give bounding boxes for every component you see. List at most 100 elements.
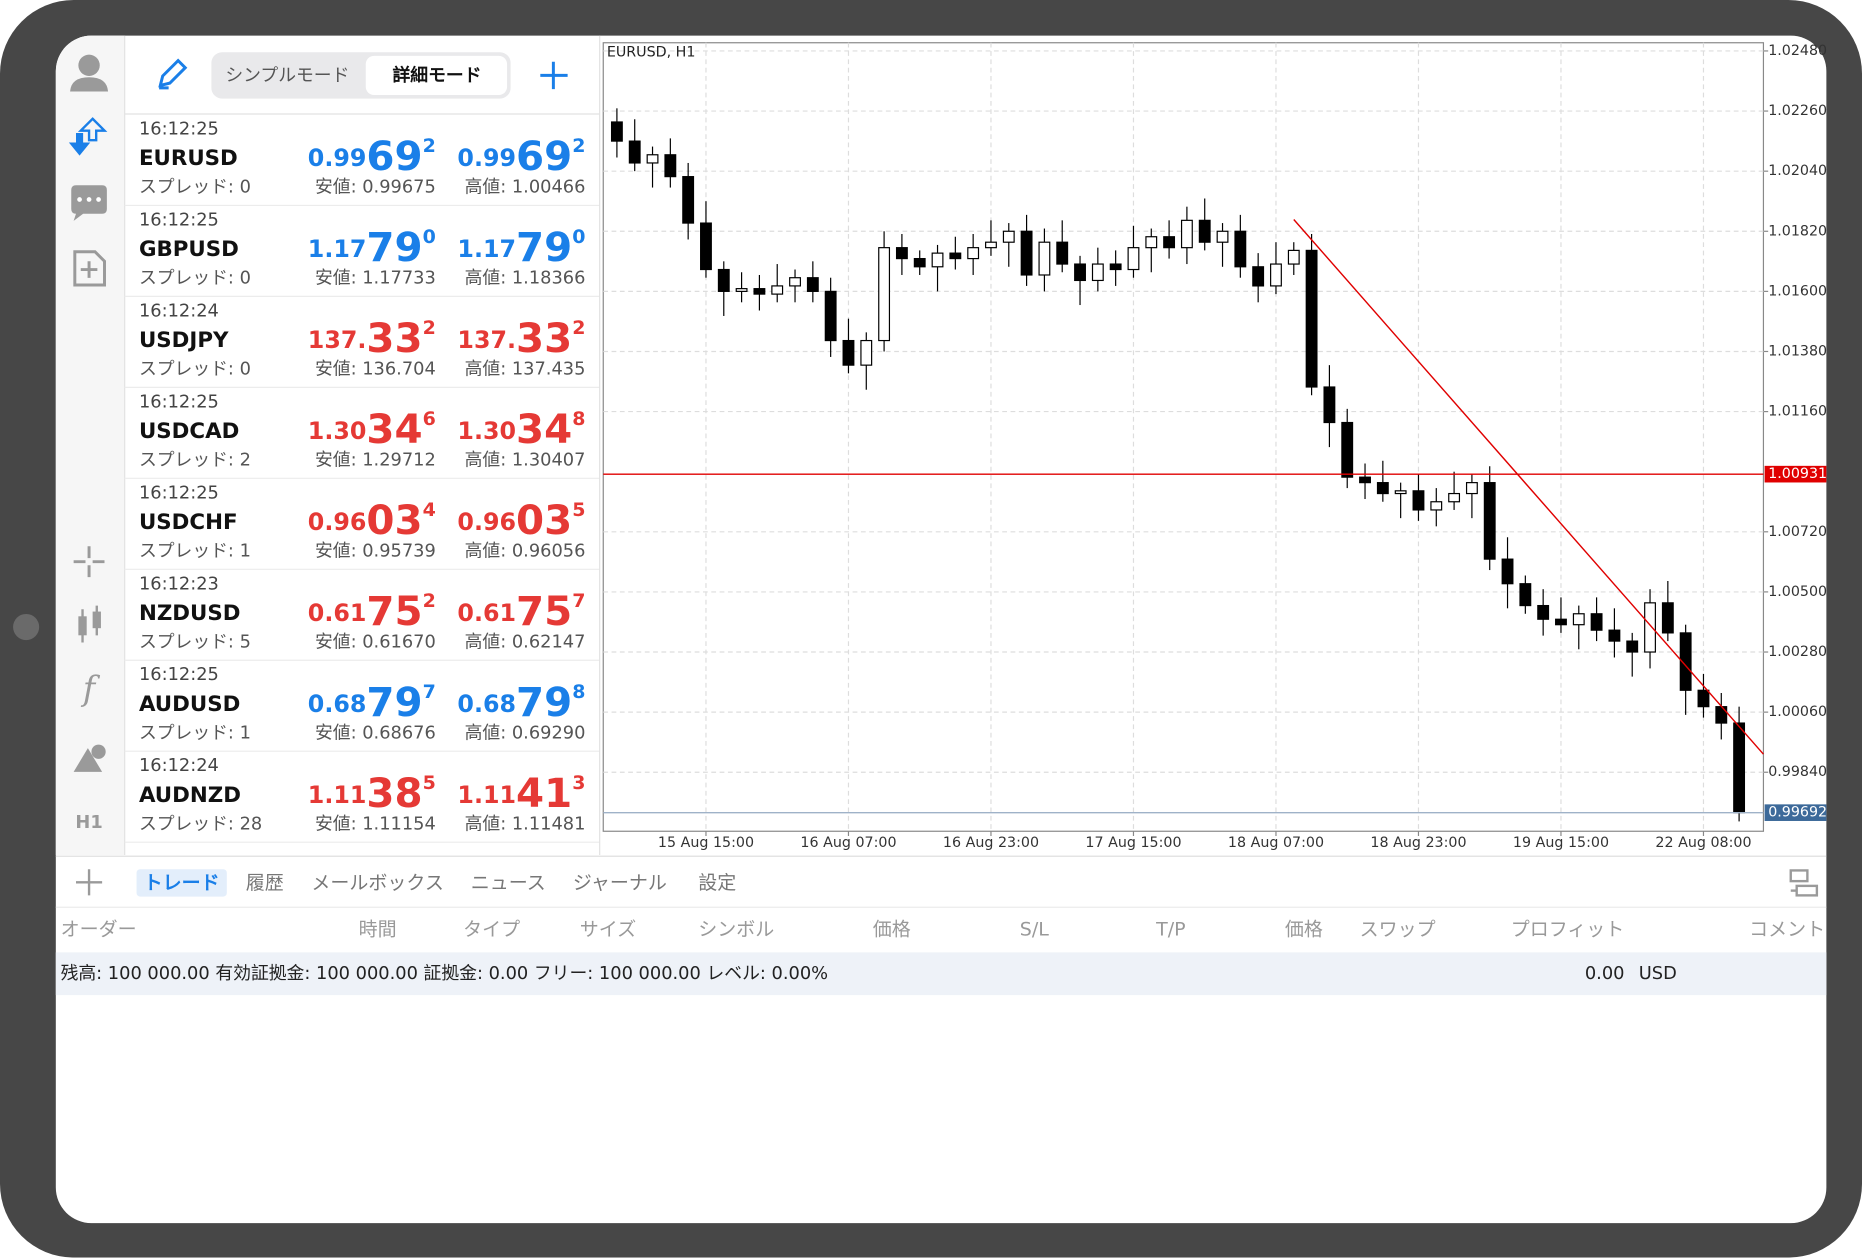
chart-type-icon[interactable]	[78, 605, 101, 643]
quote-symbol: USDCHF	[139, 510, 238, 535]
price-prefix: 0.99	[457, 144, 516, 172]
tab[interactable]: 履歴	[246, 872, 284, 894]
account-icon[interactable]	[70, 54, 109, 92]
candle-body	[895, 247, 908, 260]
chat-icon[interactable]	[71, 185, 107, 221]
tab[interactable]: メールボックス	[311, 872, 443, 894]
candle-body	[1501, 558, 1514, 585]
price-prefix: 0.96	[308, 507, 367, 535]
y-tick-label: 1.00280	[1768, 644, 1827, 660]
tab[interactable]: トレード	[144, 872, 220, 894]
y-tick-label: 1.01160	[1768, 404, 1827, 420]
home-button[interactable]	[13, 613, 40, 641]
quote-spread: スプレッド: 0	[139, 359, 251, 380]
bid-price: 0.96034	[308, 497, 436, 544]
candle-body	[913, 257, 926, 268]
mode-button[interactable]: 詳細モード	[393, 64, 482, 86]
candle-body	[1376, 482, 1389, 495]
column-header: 価格	[1285, 918, 1323, 940]
layout-icon[interactable]	[1789, 869, 1819, 897]
quote-high: 高値: 1.11481	[465, 813, 586, 834]
ask-price: 1.17790	[457, 224, 585, 271]
candle-body	[1091, 263, 1104, 282]
x-tick-label: 19 Aug 15:00	[1513, 835, 1609, 851]
candle-body	[1608, 629, 1621, 642]
price-prefix: 1.11	[457, 780, 516, 808]
edit-icon[interactable]	[158, 58, 188, 90]
y-tick-label: 1.01380	[1768, 343, 1827, 359]
price-point: 2	[423, 135, 436, 157]
price-prefix: 0.61	[457, 598, 516, 626]
objects-icon[interactable]	[73, 744, 106, 772]
price-pips: 41	[516, 770, 572, 817]
candle-body	[1430, 501, 1443, 511]
price-prefix: 0.68	[308, 689, 367, 717]
last-price-line-box	[1764, 804, 1827, 821]
x-tick-label: 16 Aug 23:00	[943, 835, 1039, 851]
candle-body	[806, 277, 819, 292]
quote-low: 安値: 1.11154	[315, 813, 436, 834]
candle-body	[1109, 263, 1122, 271]
crosshair-icon[interactable]	[73, 546, 105, 578]
candle-body	[967, 247, 980, 260]
mode-button[interactable]: シンプルモード	[225, 65, 349, 86]
price-pips: 33	[366, 315, 422, 362]
chart-title: EURUSD, H1	[607, 44, 696, 60]
tab[interactable]: ニュース	[471, 872, 546, 894]
level-line-label: 1.00931	[1768, 466, 1827, 482]
candle-body	[1145, 236, 1158, 249]
candle-body	[1198, 219, 1211, 243]
price-point: 7	[423, 680, 436, 702]
candle-body	[860, 339, 873, 366]
price-prefix: 0.99	[308, 144, 367, 172]
quote-spread: スプレッド: 28	[139, 813, 262, 834]
candle-body	[1679, 632, 1692, 691]
tab[interactable]: 設定	[698, 872, 736, 894]
price-prefix: 0.68	[457, 689, 516, 717]
y-tick-label: 1.02260	[1768, 103, 1827, 119]
tab[interactable]: ジャーナル	[573, 872, 667, 894]
quote-low: 安値: 1.29712	[315, 450, 436, 471]
price-pips: 38	[366, 770, 422, 817]
price-prefix: 1.17	[457, 235, 516, 263]
candle-body	[1038, 241, 1051, 276]
candle-body	[610, 121, 623, 142]
x-tick-label: 18 Aug 07:00	[1228, 835, 1324, 851]
plot-area	[602, 42, 1765, 832]
candle-body	[1216, 230, 1229, 243]
timeframe-button[interactable]: H1	[75, 812, 102, 833]
quote-spread: スプレッド: 0	[139, 177, 251, 198]
add-symbol-button[interactable]	[540, 61, 568, 90]
candle-body	[1074, 263, 1086, 282]
candle-body	[1270, 263, 1282, 287]
quote-time: 16:12:25	[139, 118, 219, 139]
candle-body	[1715, 706, 1728, 724]
bid-price: 0.68797	[308, 679, 436, 726]
y-tick-label: 1.02480	[1768, 43, 1827, 59]
new-order-icon[interactable]	[73, 250, 106, 287]
column-header: サイズ	[580, 918, 636, 940]
y-tick-label: 1.00720	[1768, 524, 1827, 540]
candle-body	[700, 222, 712, 271]
quote-time: 16:12:25	[139, 209, 219, 230]
price-pips: 79	[366, 224, 422, 271]
candle-body	[1537, 604, 1550, 620]
quote-high: 高値: 1.00466	[465, 177, 586, 198]
panel-add-button[interactable]	[76, 869, 103, 896]
candle-body	[842, 339, 855, 366]
x-tick-label: 22 Aug 08:00	[1655, 835, 1751, 851]
candle-body	[771, 285, 784, 295]
quotes-icon[interactable]	[68, 117, 108, 156]
price-point: 0	[572, 226, 585, 248]
ask-price: 0.61757	[457, 588, 585, 635]
